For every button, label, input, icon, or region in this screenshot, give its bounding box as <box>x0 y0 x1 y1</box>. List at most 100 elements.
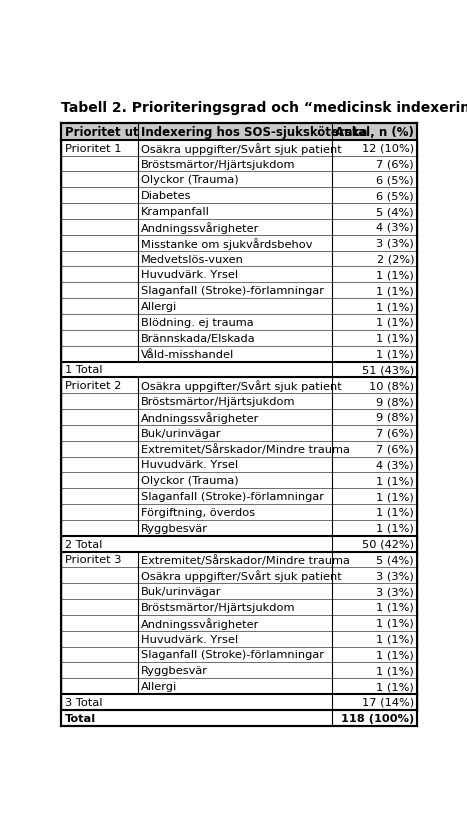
Text: Andningssvårigheter: Andningssvårigheter <box>141 411 260 423</box>
Bar <box>62 441 417 457</box>
Text: 3 Total: 3 Total <box>64 697 102 707</box>
Text: 1 (1%): 1 (1%) <box>376 649 414 659</box>
Text: Förgiftning, överdos: Förgiftning, överdos <box>141 507 255 518</box>
Text: Huvudvärk. Yrsel: Huvudvärk. Yrsel <box>141 634 238 644</box>
Text: Krampanfall: Krampanfall <box>141 207 210 217</box>
Text: 9 (8%): 9 (8%) <box>376 396 414 406</box>
Text: 7 (6%): 7 (6%) <box>376 160 414 170</box>
Text: 1 (1%): 1 (1%) <box>376 618 414 628</box>
Text: Ryggbesvär: Ryggbesvär <box>141 666 208 676</box>
Bar <box>62 267 417 283</box>
Text: 1 (1%): 1 (1%) <box>376 270 414 280</box>
Text: Extremitet/Sårskador/Mindre trauma: Extremitet/Sårskador/Mindre trauma <box>141 444 350 455</box>
Text: Extremitet/Sårskador/Mindre trauma: Extremitet/Sårskador/Mindre trauma <box>141 554 350 565</box>
Text: 7 (6%): 7 (6%) <box>376 428 414 438</box>
Text: Slaganfall (Stroke)-förlamningar: Slaganfall (Stroke)-förlamningar <box>141 649 324 659</box>
Text: Diabetes: Diabetes <box>141 191 191 201</box>
Text: 4 (3%): 4 (3%) <box>376 223 414 233</box>
Text: Osäkra uppgifter/Svårt sjuk patient: Osäkra uppgifter/Svårt sjuk patient <box>141 143 342 155</box>
Text: Slaganfall (Stroke)-förlamningar: Slaganfall (Stroke)-förlamningar <box>141 286 324 296</box>
Bar <box>62 172 417 188</box>
Text: Bröstsmärtor/Hjärtsjukdom: Bröstsmärtor/Hjärtsjukdom <box>141 396 296 406</box>
Text: Osäkra uppgifter/Svårt sjuk patient: Osäkra uppgifter/Svårt sjuk patient <box>141 380 342 391</box>
Text: 12 (10%): 12 (10%) <box>362 143 414 153</box>
Text: 1 Total: 1 Total <box>64 365 102 375</box>
Text: 5 (4%): 5 (4%) <box>376 207 414 217</box>
Text: Slaganfall (Stroke)-förlamningar: Slaganfall (Stroke)-förlamningar <box>141 491 324 501</box>
Text: 1 (1%): 1 (1%) <box>376 602 414 613</box>
Text: Medvetslös-vuxen: Medvetslös-vuxen <box>141 254 244 265</box>
Bar <box>62 647 417 663</box>
Bar <box>62 219 417 236</box>
Text: 10 (8%): 10 (8%) <box>369 381 414 391</box>
Bar <box>62 631 417 647</box>
Text: 1 (1%): 1 (1%) <box>376 523 414 533</box>
Text: Prioritet 3: Prioritet 3 <box>64 554 121 565</box>
Text: 3 (3%): 3 (3%) <box>376 238 414 248</box>
Text: Tabell 2. Prioriteringsgrad och “medicinsk indexering”.: Tabell 2. Prioriteringsgrad och “medicin… <box>62 102 467 115</box>
Text: Osäkra uppgifter/Svårt sjuk patient: Osäkra uppgifter/Svårt sjuk patient <box>141 570 342 581</box>
Bar <box>62 330 417 346</box>
Bar <box>62 663 417 678</box>
Text: Blödning. ej trauma: Blödning. ej trauma <box>141 318 254 328</box>
Text: Andningssvårigheter: Andningssvårigheter <box>141 222 260 233</box>
Bar <box>62 695 417 710</box>
Bar <box>62 410 417 425</box>
Text: 51 (43%): 51 (43%) <box>362 365 414 375</box>
Text: 17 (14%): 17 (14%) <box>362 697 414 707</box>
Bar <box>62 204 417 219</box>
Text: Buk/urinvägar: Buk/urinvägar <box>141 586 221 596</box>
Bar <box>62 489 417 505</box>
Bar <box>62 362 417 378</box>
Text: 1 (1%): 1 (1%) <box>376 491 414 501</box>
Text: Olyckor (Trauma): Olyckor (Trauma) <box>141 175 239 185</box>
Bar <box>62 536 417 552</box>
Text: 1 (1%): 1 (1%) <box>376 349 414 360</box>
Text: 6 (5%): 6 (5%) <box>376 191 414 201</box>
Bar <box>62 314 417 330</box>
Text: 2 (2%): 2 (2%) <box>376 254 414 265</box>
Bar <box>62 615 417 631</box>
Text: Andningssvårigheter: Andningssvårigheter <box>141 617 260 629</box>
Text: Bröstsmärtor/Hjärtsjukdom: Bröstsmärtor/Hjärtsjukdom <box>141 160 296 170</box>
Text: 6 (5%): 6 (5%) <box>376 175 414 185</box>
Bar <box>62 299 417 314</box>
Bar <box>62 552 417 568</box>
Bar <box>62 141 417 156</box>
Text: 3 (3%): 3 (3%) <box>376 571 414 581</box>
Text: 50 (42%): 50 (42%) <box>362 539 414 549</box>
Text: 1 (1%): 1 (1%) <box>376 301 414 312</box>
Bar <box>62 378 417 394</box>
Bar <box>62 600 417 615</box>
Bar <box>62 473 417 489</box>
Bar <box>62 425 417 441</box>
Text: 2 Total: 2 Total <box>64 539 102 549</box>
Bar <box>62 236 417 251</box>
Text: Huvudvärk. Yrsel: Huvudvärk. Yrsel <box>141 270 238 280</box>
Bar <box>62 457 417 473</box>
Text: 1 (1%): 1 (1%) <box>376 333 414 343</box>
Text: 9 (8%): 9 (8%) <box>376 413 414 423</box>
Text: Prioritet 1: Prioritet 1 <box>64 143 121 153</box>
Text: 5 (4%): 5 (4%) <box>376 554 414 565</box>
Bar <box>62 188 417 204</box>
Text: Misstanke om sjukvårdsbehov: Misstanke om sjukvårdsbehov <box>141 238 312 250</box>
Text: Allergi: Allergi <box>141 301 177 312</box>
Text: 1 (1%): 1 (1%) <box>376 286 414 296</box>
Bar <box>62 678 417 695</box>
Text: 1 (1%): 1 (1%) <box>376 681 414 691</box>
Text: Indexering hos SOS-sjuksköterska: Indexering hos SOS-sjuksköterska <box>141 126 368 138</box>
Bar <box>62 505 417 520</box>
Bar <box>62 251 417 267</box>
Text: Buk/urinvägar: Buk/urinvägar <box>141 428 221 438</box>
Text: Prioritet 2: Prioritet 2 <box>64 381 121 391</box>
Bar <box>62 394 417 410</box>
Bar <box>62 710 417 726</box>
Text: 1 (1%): 1 (1%) <box>376 318 414 328</box>
Bar <box>62 583 417 600</box>
Text: 1 (1%): 1 (1%) <box>376 666 414 676</box>
Text: Prioritet ut: Prioritet ut <box>64 126 138 138</box>
Text: Våld-misshandel: Våld-misshandel <box>141 349 234 360</box>
Text: Total: Total <box>64 713 96 723</box>
Text: Huvudvärk. Yrsel: Huvudvärk. Yrsel <box>141 460 238 470</box>
